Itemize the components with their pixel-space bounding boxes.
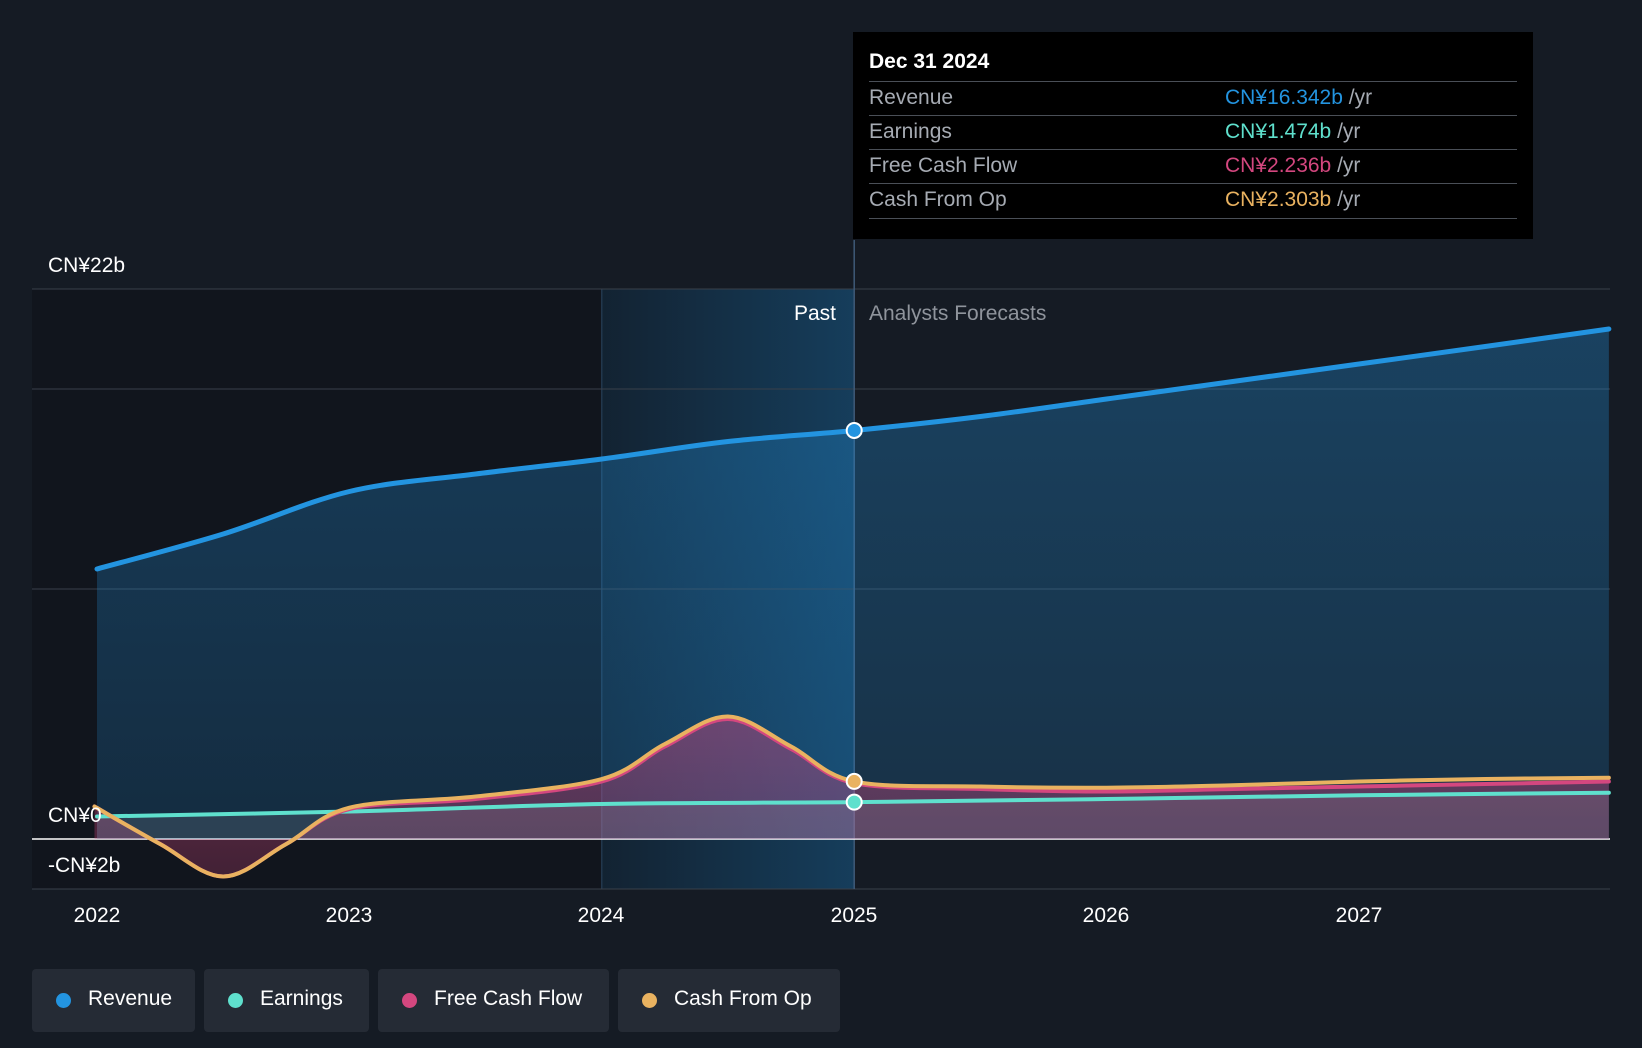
y-label-bottom: -CN¥2b xyxy=(48,854,120,877)
tooltip-value-earnings: CN¥1.474b xyxy=(1225,120,1332,143)
marker-earnings xyxy=(845,793,863,811)
tooltip-row-free-cash-flow: Free Cash Flow CN¥2.236b /yr xyxy=(869,149,1517,184)
past-label: Past xyxy=(794,302,836,325)
legend-label: Free Cash Flow xyxy=(434,987,583,1010)
legend-dot-icon xyxy=(56,993,71,1008)
tooltip-row-label: Free Cash Flow xyxy=(869,154,1018,177)
legend-dot-icon xyxy=(228,993,243,1008)
x-tick-label-2026: 2026 xyxy=(1083,904,1130,927)
tooltip-value-free-cash-flow: CN¥2.236b xyxy=(1225,154,1332,177)
x-tick-label-2025: 2025 xyxy=(831,904,878,927)
marker-revenue xyxy=(845,421,863,439)
x-tick-label-2027: 2027 xyxy=(1336,904,1383,927)
tooltip-row-revenue: Revenue CN¥16.342b /yr xyxy=(869,81,1517,116)
tooltip-unit: /yr xyxy=(1331,120,1361,143)
tooltip-row-value: CN¥1.474b /yr xyxy=(1225,120,1360,144)
x-tick-label-2022: 2022 xyxy=(74,904,121,927)
tooltip-unit: /yr xyxy=(1342,86,1373,109)
marker-cash-from-op xyxy=(845,772,863,790)
tooltip-unit: /yr xyxy=(1331,188,1361,211)
tooltip-value-cash-from-op: CN¥2.303b xyxy=(1225,188,1332,211)
tooltip-row-value: CN¥2.236b /yr xyxy=(1225,154,1360,178)
legend-label: Earnings xyxy=(260,987,343,1010)
legend-item-earnings[interactable]: Earnings xyxy=(204,969,369,1032)
legend-item-cash-from-op[interactable]: Cash From Op xyxy=(618,969,840,1032)
tooltip-panel: Dec 31 2024 Revenue CN¥16.342b /yr Earni… xyxy=(853,32,1533,239)
legend-label: Cash From Op xyxy=(674,987,812,1010)
tooltip-row-label: Cash From Op xyxy=(869,188,1007,211)
line-cash-from-op xyxy=(92,714,1611,879)
x-tick-label-2024: 2024 xyxy=(578,904,625,927)
tooltip-row-label: Earnings xyxy=(869,120,952,143)
tooltip-row-value: CN¥16.342b /yr xyxy=(1225,86,1372,110)
tooltip-row-value: CN¥2.303b /yr xyxy=(1225,188,1360,212)
area-revenue xyxy=(97,329,1609,839)
legend-item-free-cash-flow[interactable]: Free Cash Flow xyxy=(378,969,609,1032)
legend-item-revenue[interactable]: Revenue xyxy=(32,969,195,1032)
x-tick-label-2023: 2023 xyxy=(326,904,373,927)
y-label-top: CN¥22b xyxy=(48,254,125,277)
legend-dot-icon xyxy=(402,993,417,1008)
y-label-zero: CN¥0 xyxy=(48,804,102,827)
tooltip-row-label: Revenue xyxy=(869,86,954,109)
legend-dot-icon xyxy=(642,993,657,1008)
tooltip-date: Dec 31 2024 xyxy=(869,50,990,73)
tooltip-row-cash-from-op: Cash From Op CN¥2.303b /yr xyxy=(869,183,1517,219)
tooltip-value-revenue: CN¥16.342b xyxy=(1225,86,1343,109)
tooltip-unit: /yr xyxy=(1331,154,1361,177)
tooltip-row-earnings: Earnings CN¥1.474b /yr xyxy=(869,115,1517,150)
area-earnings xyxy=(97,792,1609,839)
legend-label: Revenue xyxy=(88,987,173,1010)
forecast-label: Analysts Forecasts xyxy=(869,302,1046,325)
